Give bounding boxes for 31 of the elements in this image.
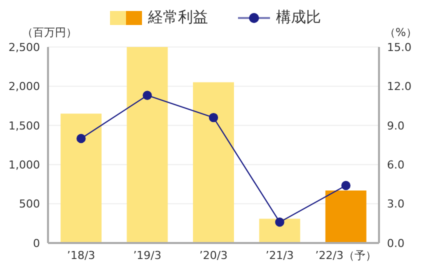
legend-label: 経常利益 <box>148 8 208 27</box>
x-tick-label: ’18/3 <box>67 248 96 262</box>
bar <box>126 47 168 243</box>
point <box>142 90 152 100</box>
bar <box>192 82 234 243</box>
y-tick-label: 2,000 <box>8 80 40 94</box>
y2-tick-label: 6.0 <box>387 158 404 172</box>
bar <box>325 190 366 243</box>
y-tick-label: 1,500 <box>8 119 40 132</box>
y2-axis-title: （%） <box>384 25 417 40</box>
point <box>275 217 284 227</box>
y-tick-label: 500 <box>19 198 40 211</box>
y2-tick-label: 0.0 <box>387 236 404 250</box>
y2-tick-label: 15.0 <box>387 40 412 54</box>
point <box>341 180 350 190</box>
bar <box>259 218 300 243</box>
x-tick-label: ’20/3 <box>199 248 228 262</box>
y2-tick-label: 12.0 <box>387 80 412 94</box>
y-tick-label: 0 <box>33 236 40 250</box>
x-tick-label: ’19/3 <box>133 248 162 262</box>
point <box>76 134 86 144</box>
y-tick-label: 2,500 <box>8 40 40 54</box>
point <box>208 112 218 122</box>
x-tick-label: ’21/3 <box>266 248 294 262</box>
y2-tick-label: 9.0 <box>387 119 404 132</box>
bar <box>60 114 102 243</box>
y-axis-title: （百万円） <box>22 25 77 40</box>
y-tick-label: 1,000 <box>8 158 40 172</box>
x-tick-label: ’22/3（予） <box>315 248 376 262</box>
y2-tick-label: 3.0 <box>387 198 404 211</box>
legend-label: 構成比 <box>276 8 321 27</box>
